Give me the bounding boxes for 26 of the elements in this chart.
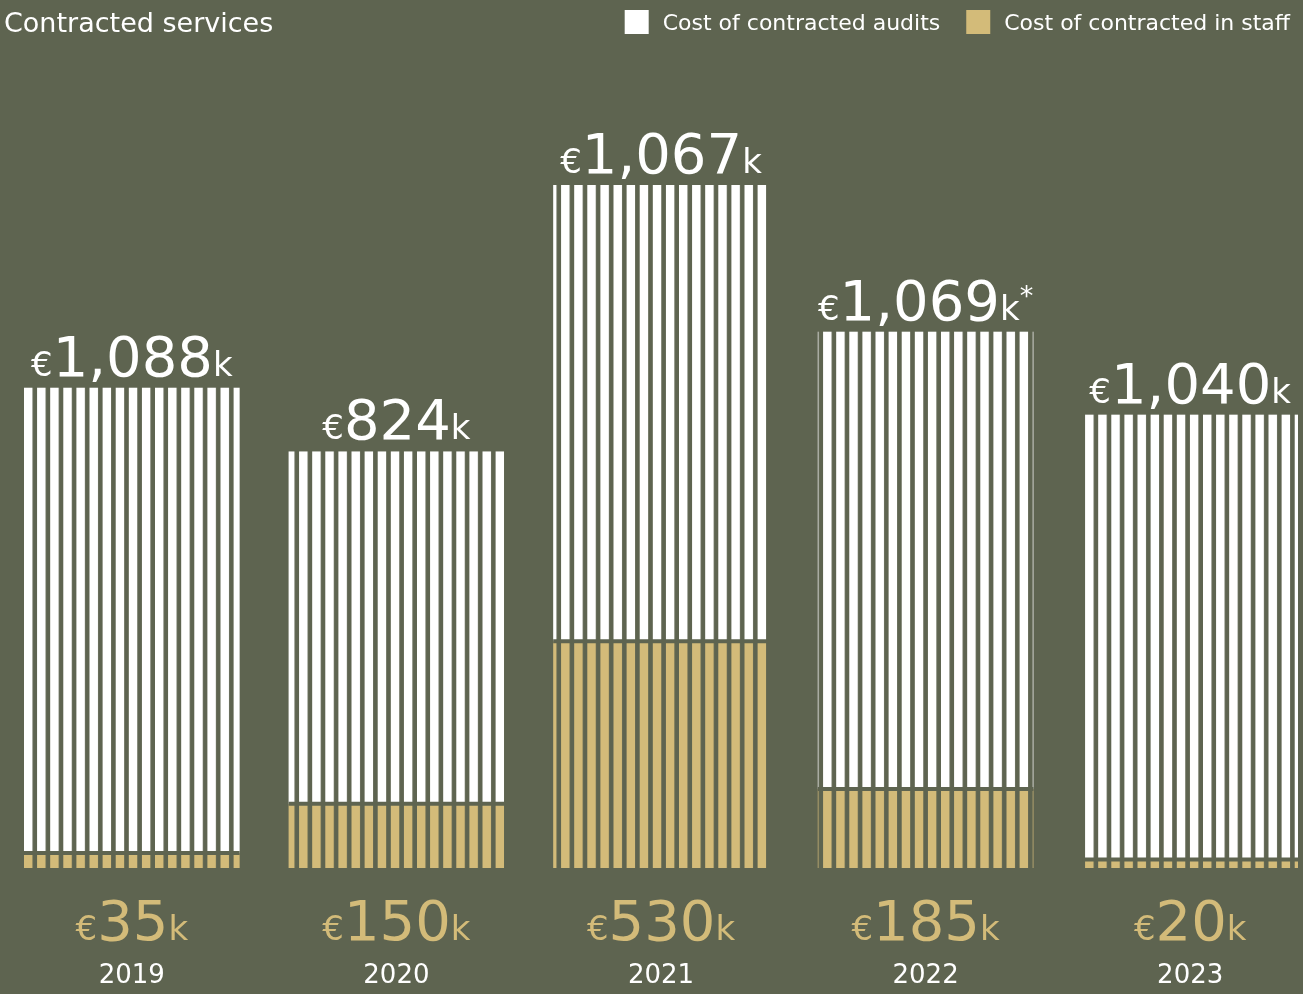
x-tick-label: 2023	[1157, 959, 1224, 989]
legend-label: Cost of contracted audits	[662, 10, 941, 35]
bar	[553, 185, 769, 642]
data-label: €185k	[851, 888, 1000, 953]
data-label: €1,067k	[560, 121, 763, 186]
data-label: €1,069k$^{*}$	[817, 267, 1034, 333]
bar	[24, 387, 240, 854]
bar	[817, 788, 1034, 868]
bar	[288, 451, 505, 804]
data-label: €35k	[75, 888, 189, 953]
data-label: €20k	[1133, 888, 1247, 953]
bar	[817, 331, 1034, 789]
bar	[1082, 414, 1298, 860]
x-tick-label: 2022	[892, 959, 959, 989]
x-tick-label: 2021	[627, 959, 695, 989]
legend-label: Cost of contracted in staff	[1004, 10, 1291, 35]
data-label: €1,088k	[30, 323, 233, 389]
data-label: €150k	[322, 888, 471, 953]
chart-title: Contracted services	[4, 7, 274, 38]
data-label: €530k	[586, 888, 736, 953]
data-label: €824k	[322, 387, 471, 453]
bar	[553, 641, 769, 868]
bar	[288, 803, 505, 868]
x-tick-label: 2020	[363, 959, 430, 989]
x-tick-label: 2019	[98, 959, 165, 989]
data-label: €1,040k	[1089, 350, 1292, 416]
